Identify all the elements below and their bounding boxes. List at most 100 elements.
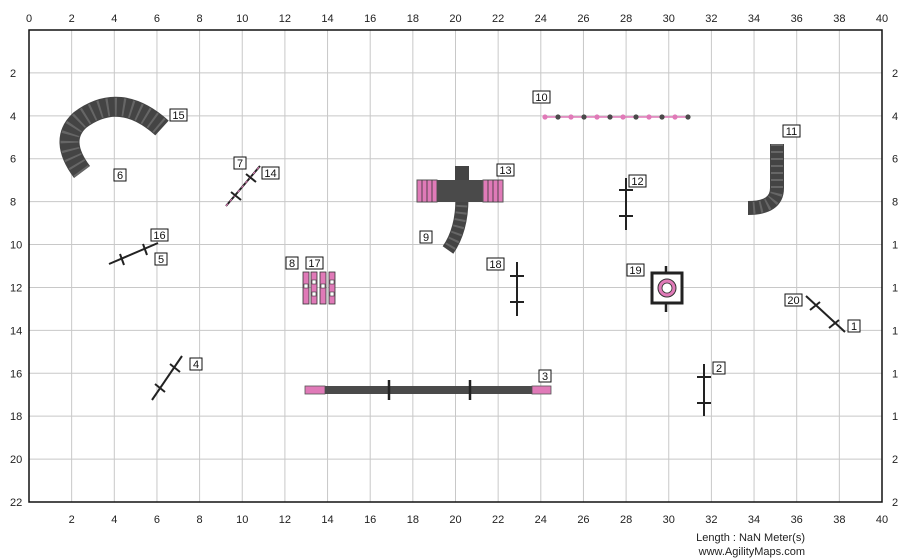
y-tick-left: 4 bbox=[10, 111, 16, 123]
label-box-15 bbox=[169, 108, 188, 122]
a-frame-13[interactable] bbox=[416, 166, 504, 203]
y-tick-left: 14 bbox=[10, 325, 22, 337]
jump-16[interactable] bbox=[108, 242, 159, 266]
label-box-20 bbox=[784, 293, 803, 307]
axis-ticks: 0 224466881010121214141616181820202222242… bbox=[10, 13, 898, 526]
y-tick-left: 8 bbox=[10, 197, 16, 209]
obstacle-number-16: 16 bbox=[153, 230, 165, 242]
x-tick-top: 14 bbox=[321, 13, 333, 25]
x-tick-top: 24 bbox=[535, 13, 547, 25]
x-tick-top: 16 bbox=[364, 13, 376, 25]
y-tick-right: 1 bbox=[892, 325, 898, 337]
label-box-17 bbox=[305, 256, 324, 270]
obstacle-number-7: 7 bbox=[237, 158, 243, 170]
x-tick-bottom: 4 bbox=[111, 514, 117, 526]
label-box-4 bbox=[189, 357, 203, 371]
obstacle-number-3: 3 bbox=[542, 371, 548, 383]
x-tick-top: 34 bbox=[748, 13, 760, 25]
y-tick-right: 1 bbox=[892, 411, 898, 423]
y-tick-left: 2 bbox=[10, 68, 16, 80]
jump-14[interactable] bbox=[225, 165, 261, 207]
y-tick-right: 1 bbox=[892, 282, 898, 294]
x-tick-bottom: 22 bbox=[492, 514, 504, 526]
jump-20[interactable] bbox=[805, 295, 846, 333]
weave-pole bbox=[542, 114, 548, 120]
x-tick-top: 40 bbox=[876, 13, 888, 25]
obstacle-number-17: 17 bbox=[308, 258, 320, 270]
table-19[interactable] bbox=[650, 266, 684, 312]
obstacle-number-12: 12 bbox=[631, 176, 643, 188]
jump-2[interactable] bbox=[697, 364, 711, 416]
weave-pole bbox=[685, 114, 691, 120]
tunnel-15[interactable] bbox=[59, 96, 169, 178]
x-tick-top: 8 bbox=[197, 13, 203, 25]
x-tick-bottom: 18 bbox=[407, 514, 419, 526]
jump-4[interactable] bbox=[151, 355, 183, 401]
obstacle-number-6: 6 bbox=[117, 170, 123, 182]
dogwalk-3[interactable] bbox=[304, 380, 552, 400]
x-tick-top: 2 bbox=[69, 13, 75, 25]
x-tick-top: 36 bbox=[791, 13, 803, 25]
y-tick-right: 2 bbox=[892, 68, 898, 80]
y-tick-right: 8 bbox=[892, 197, 898, 209]
weave-pole bbox=[633, 114, 639, 120]
grid-lines bbox=[29, 30, 882, 502]
y-tick-left: 16 bbox=[10, 368, 22, 380]
x-tick-bottom: 12 bbox=[279, 514, 291, 526]
jump-18[interactable] bbox=[510, 262, 524, 316]
y-tick-right: 2 bbox=[892, 454, 898, 466]
x-tick-bottom: 6 bbox=[154, 514, 160, 526]
x-tick-top: 4 bbox=[111, 13, 117, 25]
label-box-6 bbox=[113, 168, 127, 182]
x-tick-top: 32 bbox=[705, 13, 717, 25]
x-tick-bottom: 36 bbox=[791, 514, 803, 526]
y-tick-left: 22 bbox=[10, 497, 22, 509]
x-tick-top: 12 bbox=[279, 13, 291, 25]
course-length: Length : NaN Meter(s) bbox=[696, 532, 805, 544]
x-tick-bottom: 32 bbox=[705, 514, 717, 526]
x-tick-bottom: 20 bbox=[449, 514, 461, 526]
jump-12[interactable] bbox=[619, 178, 633, 230]
tunnel-11[interactable] bbox=[747, 144, 784, 215]
x-tick-bottom: 40 bbox=[876, 514, 888, 526]
x-tick-top: 22 bbox=[492, 13, 504, 25]
label-box-13 bbox=[496, 163, 515, 177]
obstacle-number-15: 15 bbox=[172, 110, 184, 122]
obstacle-number-5: 5 bbox=[158, 254, 164, 266]
y-tick-right: 1 bbox=[892, 368, 898, 380]
weave-pole bbox=[620, 114, 626, 120]
label-box-10 bbox=[532, 90, 551, 104]
label-box-5 bbox=[154, 252, 168, 266]
x-tick-top: 6 bbox=[154, 13, 160, 25]
obstacle-number-14: 14 bbox=[264, 168, 276, 180]
x-tick-top: 30 bbox=[663, 13, 675, 25]
weave-poles-10[interactable] bbox=[542, 114, 691, 120]
label-box-19 bbox=[626, 263, 645, 277]
x-tick-bottom: 24 bbox=[535, 514, 547, 526]
label-box-16 bbox=[150, 228, 169, 242]
label-box-7 bbox=[233, 156, 247, 170]
y-tick-right: 4 bbox=[892, 111, 898, 123]
label-box-3 bbox=[538, 369, 552, 383]
weave-pole bbox=[607, 114, 613, 120]
obstacle-number-8: 8 bbox=[289, 258, 295, 270]
website-credit: www.AgilityMaps.com bbox=[698, 546, 805, 558]
weave-poles-8[interactable] bbox=[302, 271, 336, 305]
x-tick-top: 28 bbox=[620, 13, 632, 25]
obstacle-number-4: 4 bbox=[193, 359, 199, 371]
label-box-11 bbox=[782, 124, 801, 138]
tunnel-9[interactable] bbox=[442, 197, 469, 254]
y-tick-right: 6 bbox=[892, 154, 898, 166]
x-tick-bottom: 14 bbox=[321, 514, 333, 526]
x-tick-top: 0 bbox=[26, 13, 32, 25]
obstacle-number-11: 11 bbox=[786, 126, 797, 138]
label-box-18 bbox=[486, 257, 505, 271]
x-tick-bottom: 10 bbox=[236, 514, 248, 526]
y-tick-left: 20 bbox=[10, 454, 22, 466]
obstacle-number-13: 13 bbox=[499, 165, 511, 177]
obstacle-number-1: 1 bbox=[851, 321, 857, 333]
weave-pole bbox=[594, 114, 600, 120]
x-tick-bottom: 2 bbox=[69, 514, 75, 526]
